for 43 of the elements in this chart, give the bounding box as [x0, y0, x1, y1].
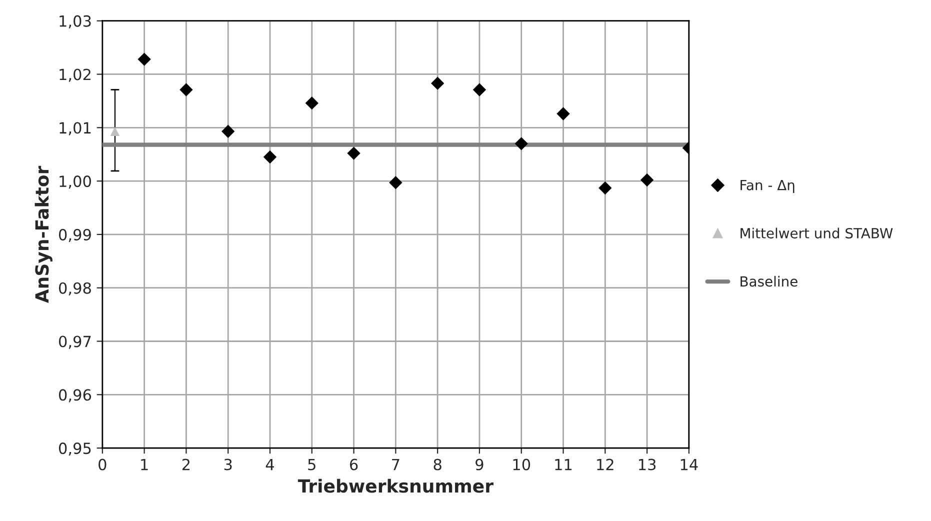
x-tick-label: 6: [350, 458, 358, 470]
x-tick-label: 2: [182, 458, 190, 470]
point: [222, 124, 235, 138]
y-tick-label: 0,98: [58, 282, 91, 296]
point: [347, 146, 360, 160]
y-tick-label: 0,96: [58, 389, 92, 402]
point: [556, 107, 570, 120]
point: [430, 76, 444, 90]
x-tick-label: 1: [141, 458, 148, 470]
point: [640, 173, 654, 187]
x-tick-label: 13: [639, 458, 656, 470]
x-tick-label: 11: [555, 458, 572, 470]
point: [263, 150, 277, 164]
x-tick-label: 4: [266, 458, 274, 470]
y-tick-label: 0,97: [58, 336, 91, 349]
point: [305, 96, 318, 110]
legend-label: Fan - Δη: [740, 180, 794, 194]
y-tick-label: 0,95: [58, 442, 91, 456]
y-axis-title: AnSyn-Faktor: [34, 166, 52, 304]
point: [138, 52, 151, 66]
x-tick-label: 8: [434, 458, 442, 470]
point: [389, 176, 402, 190]
point: [110, 126, 120, 136]
point: [180, 83, 193, 96]
x-tick-label: 12: [597, 458, 614, 470]
point: [472, 83, 486, 96]
y-tick-label: 1,03: [60, 15, 91, 28]
x-tick-label: 10: [513, 458, 530, 470]
point: [598, 181, 612, 195]
y-tick-label: 1,01: [60, 122, 91, 136]
point: [514, 137, 528, 150]
x-tick-label: 3: [224, 458, 232, 470]
legend-label: Mittelwert und STABW: [740, 228, 893, 238]
y-tick-label: 0,99: [58, 228, 91, 242]
y-tick-label: 1,00: [60, 176, 91, 189]
x-axis-title: Triebwerksnummer: [298, 478, 494, 493]
x-tick-label: 9: [476, 458, 484, 470]
x-tick-label: 14: [680, 458, 698, 470]
x-tick-label: 0: [98, 458, 106, 470]
x-tick-label: 7: [392, 458, 400, 470]
y-tick-label: 1,02: [60, 68, 90, 82]
legend-label: Baseline: [740, 276, 798, 287]
x-tick-label: 5: [308, 458, 316, 470]
